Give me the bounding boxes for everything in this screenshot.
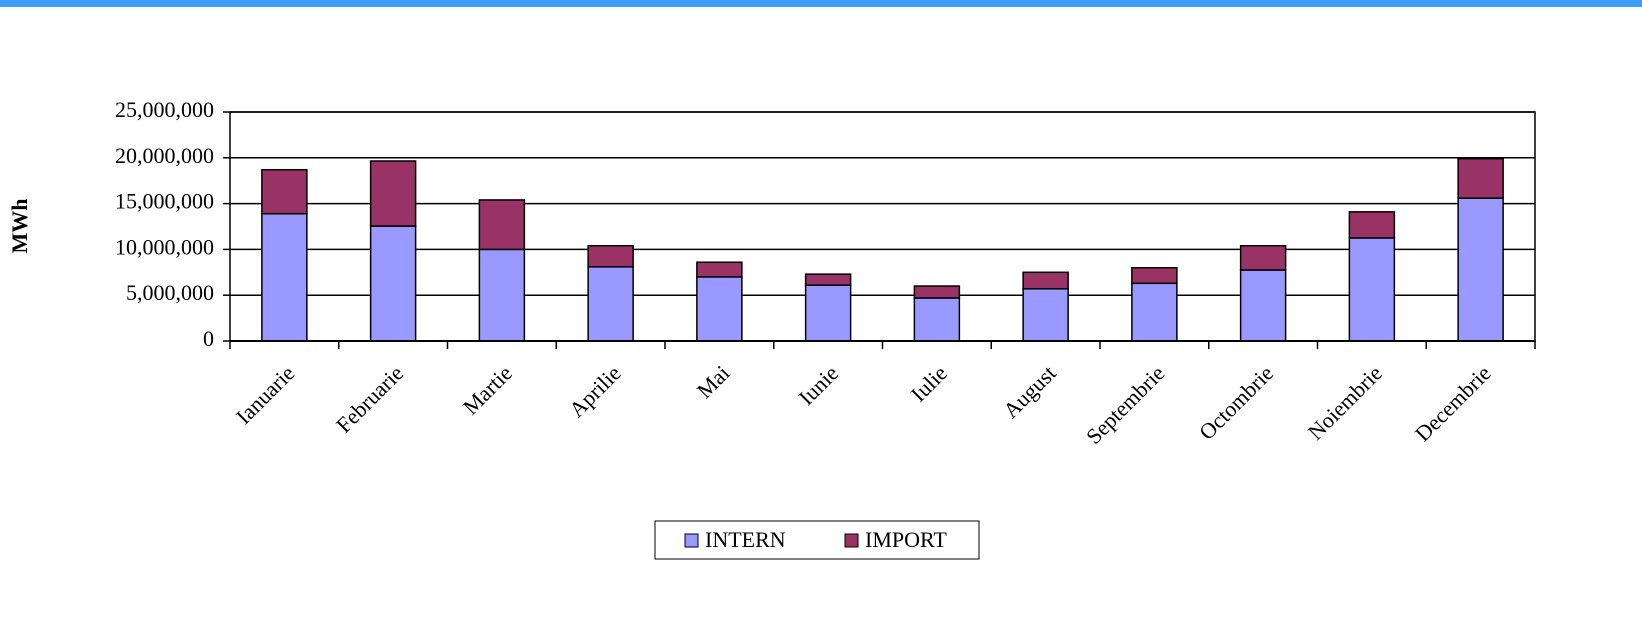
legend-label: IMPORT bbox=[865, 527, 947, 552]
bar-segment bbox=[913, 297, 961, 342]
bar-segment bbox=[696, 261, 743, 278]
y-tick-label: 5,000,000 bbox=[126, 280, 214, 305]
x-tick-label: Februarie bbox=[331, 360, 408, 437]
y-tick-label: 0 bbox=[203, 326, 214, 351]
bar-segment bbox=[478, 248, 526, 342]
bar-segment bbox=[804, 284, 852, 342]
bar-segment bbox=[1457, 197, 1504, 342]
x-tick-label: Noiembrie bbox=[1303, 360, 1387, 444]
x-tick-label: Aprilie bbox=[564, 360, 626, 422]
legend-label: INTERN bbox=[705, 527, 786, 552]
legend-swatch bbox=[684, 533, 699, 548]
bar-segment bbox=[1022, 271, 1069, 290]
x-tick-label: Martie bbox=[458, 360, 517, 419]
bar-segment bbox=[369, 160, 417, 227]
y-tick-label: 20,000,000 bbox=[115, 143, 214, 168]
legend-swatch bbox=[844, 533, 859, 548]
bar-segment bbox=[1348, 211, 1396, 239]
y-tick-label: 25,000,000 bbox=[115, 97, 214, 122]
x-tick-label: Iulie bbox=[906, 360, 952, 406]
bar-segment bbox=[1131, 282, 1178, 342]
legend-box bbox=[654, 520, 980, 560]
bar-segment bbox=[261, 212, 308, 342]
x-tick-label: Mai bbox=[692, 360, 735, 403]
bar-segment bbox=[913, 285, 961, 299]
top-bar bbox=[0, 0, 1642, 7]
bar-segment bbox=[696, 276, 743, 342]
bar-segment bbox=[478, 199, 526, 251]
bar-segment bbox=[1348, 237, 1396, 342]
bar-segment bbox=[587, 266, 634, 342]
x-tick-label: Ianuarie bbox=[231, 360, 300, 429]
y-tick-label: 10,000,000 bbox=[115, 234, 214, 259]
x-tick-label: Octombrie bbox=[1194, 360, 1278, 444]
bar-segment bbox=[587, 244, 634, 268]
bar-segment bbox=[1457, 157, 1504, 199]
y-axis-label: MWh bbox=[7, 199, 32, 254]
x-tick-label: Septembrie bbox=[1081, 360, 1170, 449]
x-tick-label: Decembrie bbox=[1410, 360, 1496, 446]
bar-segment bbox=[369, 225, 417, 342]
bar-segment bbox=[1022, 288, 1069, 342]
x-tick-label: August bbox=[998, 360, 1061, 423]
bar-segment bbox=[1239, 244, 1287, 271]
y-tick-label: 15,000,000 bbox=[115, 189, 214, 214]
bar-segment bbox=[1239, 269, 1287, 342]
plot-area bbox=[229, 111, 1536, 342]
bar-segment bbox=[1131, 266, 1178, 285]
x-tick-label: Iunie bbox=[794, 360, 844, 410]
bar-segment bbox=[804, 273, 852, 286]
bar-segment bbox=[261, 168, 308, 215]
